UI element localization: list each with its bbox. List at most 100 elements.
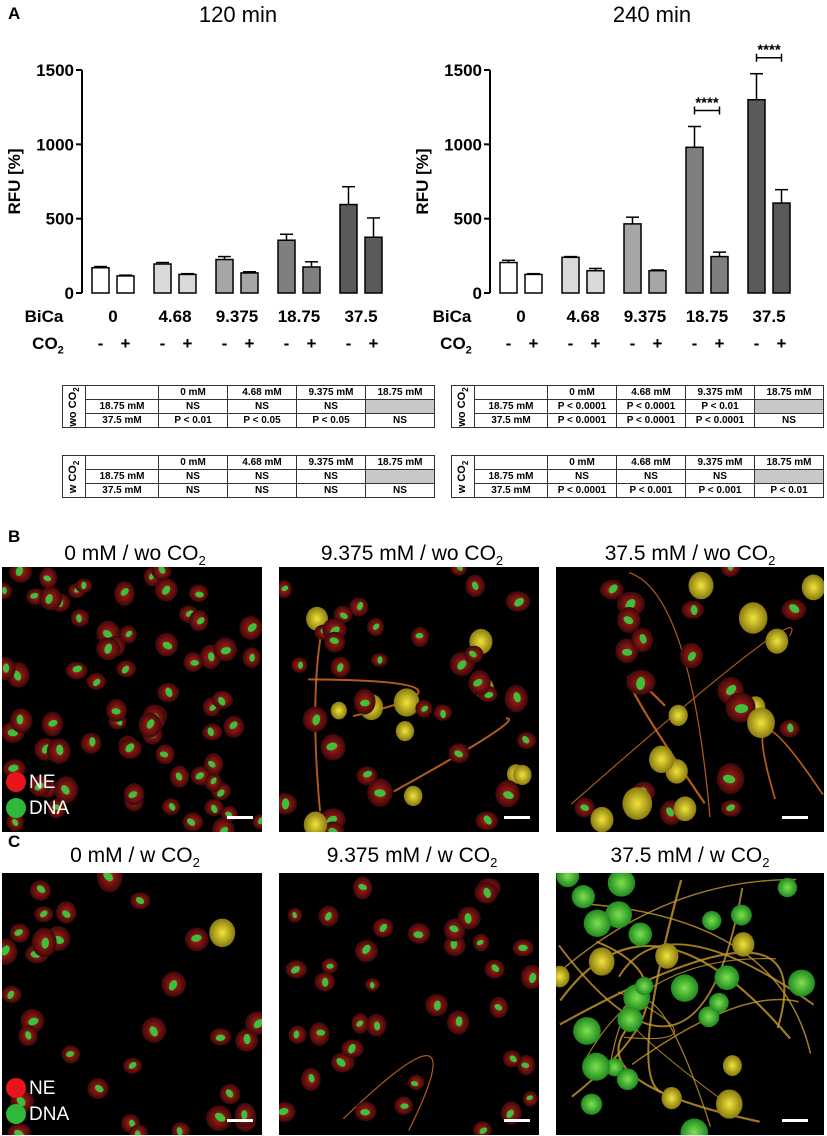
- co2-sign: -: [630, 334, 636, 353]
- y-tick-label: 500: [46, 210, 74, 229]
- micrograph-image: [2, 873, 262, 1135]
- category-label: 37.5: [752, 307, 785, 326]
- micrograph-image: [279, 876, 539, 1135]
- panel-label-b: B: [8, 527, 21, 546]
- bar: [747, 98, 766, 294]
- table-corner: [85, 385, 159, 400]
- significance-label: ****: [695, 94, 719, 111]
- bar: [116, 275, 135, 294]
- y-axis-label: RFU [%]: [5, 148, 24, 214]
- table-cell: [754, 469, 824, 484]
- table-header: 0 mM: [547, 455, 617, 470]
- y-tick-label: 0: [473, 284, 482, 303]
- table-cell: P < 0.0001: [616, 413, 686, 428]
- co2-sign: -: [346, 334, 352, 353]
- co2-sign: +: [245, 334, 255, 353]
- co2-sign: -: [160, 334, 166, 353]
- table-side: w CO2: [451, 455, 475, 498]
- co2-sign: +: [653, 334, 663, 353]
- category-label: 0: [108, 307, 117, 326]
- y-tick-label: 0: [65, 284, 74, 303]
- scale-bar: [782, 816, 808, 819]
- table-cell: NS: [296, 469, 366, 484]
- table-side: wo CO2: [62, 385, 86, 428]
- micrograph-image: [570, 567, 824, 832]
- image-title-b2: 9.375 mM / wo CO2: [320, 542, 504, 569]
- table-cell: P < 0.001: [685, 483, 755, 498]
- table-header: 18.75 mM: [365, 385, 435, 400]
- scale-bar: [227, 1119, 253, 1122]
- y-tick-label: 1000: [444, 135, 482, 154]
- table-cell: P < 0.0001: [547, 413, 617, 428]
- bar: [685, 146, 704, 294]
- table-cell: NS: [158, 483, 228, 498]
- category-label: 4.68: [566, 307, 599, 326]
- scale-bar: [227, 816, 253, 819]
- bar: [524, 273, 543, 294]
- co2-axis-label: CO2: [440, 334, 472, 356]
- micrograph-375mM-w-co2: [556, 873, 824, 1135]
- micrograph-0mM-wo-co2: [2, 567, 262, 832]
- table-side: w CO2: [62, 455, 86, 498]
- table-cell: P < 0.001: [616, 483, 686, 498]
- scale-bar: [782, 1119, 808, 1122]
- co2-sign: -: [754, 334, 760, 353]
- table-header: 18.75 mM: [754, 455, 824, 470]
- chart-title-120: 120 min: [198, 2, 278, 27]
- micrograph-image: [279, 567, 537, 832]
- bar: [586, 269, 605, 294]
- co2-sign: +: [777, 334, 787, 353]
- co2-sign: -: [98, 334, 104, 353]
- table-row: 37.5 mM P < 0.01 P < 0.05 P < 0.05 NS: [63, 413, 435, 428]
- legend-dna-b: DNA: [6, 798, 69, 820]
- table-row: 37.5 mM P < 0.0001 P < 0.0001 P < 0.0001 NS: [452, 413, 824, 428]
- table-cell: NS: [365, 483, 435, 498]
- red-dot-icon: [6, 1078, 26, 1098]
- micrograph-9375mM-wo-co2: [279, 567, 539, 832]
- table-header: 0 mM: [158, 385, 228, 400]
- bar: [240, 272, 259, 294]
- significance-label: ****: [757, 42, 781, 59]
- chart-title-240: 240 min: [612, 2, 692, 27]
- scale-bar: [504, 816, 530, 819]
- table-cell: P < 0.0001: [547, 483, 617, 498]
- y-axis-label: RFU [%]: [413, 148, 432, 214]
- stats-table: w CO2 0 mM 4.68 mM 9.375 mM 18.75 mM 18.75 mM…: [451, 455, 824, 498]
- table-cell: NS: [754, 413, 824, 428]
- panel-label-a: A: [8, 4, 21, 23]
- table-header: 18.75 mM: [754, 385, 824, 400]
- co2-sign: -: [222, 334, 228, 353]
- table-header: 4.68 mM: [616, 385, 686, 400]
- y-tick-label: 1500: [36, 61, 74, 80]
- table-row: 37.5 mM NS NS NS NS: [63, 483, 435, 498]
- table-row: 37.5 mM P < 0.0001 P < 0.001 P < 0.001 P < 0…: [452, 483, 824, 498]
- micrograph-9375mM-w-co2: [279, 873, 539, 1135]
- table-header: 9.375 mM: [296, 385, 366, 400]
- category-label: 4.68: [158, 307, 191, 326]
- table-header: 0 mM: [547, 385, 617, 400]
- category-label: 18.75: [686, 307, 729, 326]
- table-row-label: 18.75 mM: [474, 399, 548, 414]
- table-corner: [474, 455, 548, 470]
- table-row: 18.75 mM NS NS NS: [452, 469, 824, 484]
- table-cell: [365, 469, 435, 484]
- co2-sign: +: [369, 334, 379, 353]
- table-cell: NS: [227, 399, 297, 414]
- table-cell: P < 0.0001: [616, 399, 686, 414]
- bar: [302, 266, 321, 294]
- table-row: 18.75 mM NS NS NS: [63, 399, 435, 414]
- table-cell: NS: [296, 399, 366, 414]
- bar: [215, 258, 234, 294]
- table-cell: P < 0.01: [754, 483, 824, 498]
- table-cell: NS: [158, 469, 228, 484]
- bar: [499, 261, 518, 294]
- table-header: 4.68 mM: [616, 455, 686, 470]
- table-side: wo CO2: [451, 385, 475, 428]
- table-row: 18.75 mM P < 0.0001 P < 0.0001 P < 0.01: [452, 399, 824, 414]
- scale-bar: [504, 1119, 530, 1122]
- micrograph-image: [2, 567, 262, 832]
- category-label: 0: [516, 307, 525, 326]
- table-cell: NS: [227, 483, 297, 498]
- table-header: 18.75 mM: [365, 455, 435, 470]
